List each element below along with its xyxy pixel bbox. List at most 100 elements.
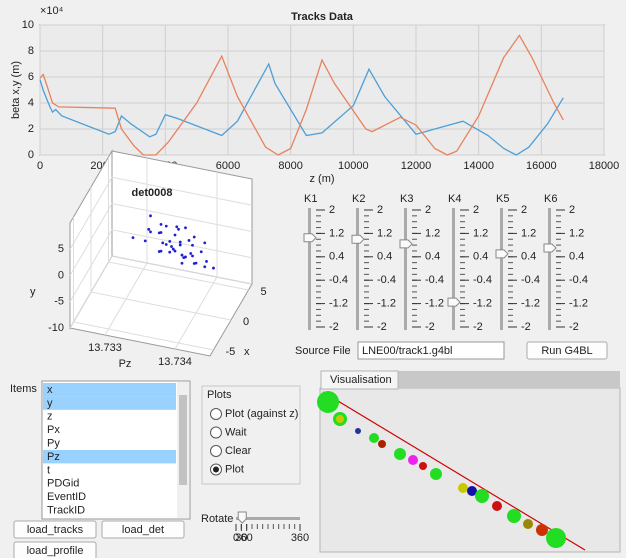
x-tick-label: 13.734 (158, 356, 192, 368)
tab-strip (398, 371, 620, 388)
element (475, 489, 489, 503)
element (458, 483, 468, 493)
slider-tick-label: -2 (425, 321, 435, 333)
x-tick-label: 6000 (216, 160, 240, 172)
scatter-point (203, 241, 206, 244)
slider-tick-label: 1.2 (377, 227, 392, 239)
element (523, 519, 533, 529)
radio-button[interactable] (211, 409, 222, 420)
scatter-point (181, 254, 184, 257)
x-axis-label: Pz (119, 358, 132, 370)
radio-label: Plot (225, 463, 244, 475)
list-item: Pz (47, 451, 60, 463)
vis-area (320, 388, 620, 552)
list-row[interactable] (43, 410, 176, 423)
y-tick-label: 8 (28, 45, 34, 57)
scatter-point (149, 230, 152, 233)
y-tick-label: 5 (261, 286, 267, 298)
slider-track (500, 208, 503, 330)
z-tick-label: -10 (48, 322, 64, 334)
scatter-point (160, 223, 163, 226)
source-value: LNE00/track1.g4bl (362, 345, 453, 357)
list-row[interactable] (43, 383, 176, 396)
radio-label: Clear (225, 445, 252, 457)
list-row[interactable] (43, 396, 176, 409)
run-button-label: Run G4BL (541, 345, 592, 357)
chart-title: det0008 (132, 187, 173, 199)
chart-title: Tracks Data (291, 11, 354, 23)
element (408, 455, 418, 465)
scatter-point (205, 260, 208, 263)
radio-dot (213, 467, 219, 473)
scatter-point (177, 228, 180, 231)
scatter-point (172, 248, 175, 251)
list-item: x (47, 384, 53, 396)
slider-tick-label: -0.4 (473, 274, 492, 286)
slider-tick-label: 2 (521, 204, 527, 216)
radio-button[interactable] (211, 427, 222, 438)
slider-tick-label: 1.2 (569, 227, 584, 239)
list-row[interactable] (43, 437, 176, 450)
y-tick-label: 4 (28, 97, 34, 109)
x-tick-label: 12000 (401, 160, 432, 172)
scatter-point (181, 262, 184, 265)
slider-label: K1 (304, 193, 317, 205)
slider-tick-label: -1.2 (521, 298, 540, 310)
slider-tick-label: -1.2 (569, 298, 588, 310)
rotate-tick-label: 60 (241, 532, 253, 544)
element (369, 433, 379, 443)
slider-label: K6 (544, 193, 557, 205)
scatter-point (175, 225, 178, 228)
radio-label: Plot (against z) (225, 408, 298, 420)
slider-tick-label: 2 (329, 204, 335, 216)
plots-title: Plots (207, 389, 232, 401)
slider-tick-label: -0.4 (569, 274, 588, 286)
x-tick-label: 8000 (278, 160, 302, 172)
slider-tick-label: -1.2 (377, 298, 396, 310)
slider-track (452, 208, 455, 330)
slider-tick-label: -2 (329, 321, 339, 333)
list-item: TrackID (47, 505, 85, 517)
list-item: t (47, 464, 50, 476)
list-row[interactable] (43, 463, 176, 476)
z-axis-label: y (30, 286, 36, 298)
slider-label: K3 (400, 193, 413, 205)
list-row[interactable] (43, 450, 176, 463)
element (430, 468, 442, 480)
slider-tick-label: -2 (473, 321, 483, 333)
slider-tick-label: 2 (473, 204, 479, 216)
x-tick-label: 14000 (463, 160, 494, 172)
slider-tick-label: 2 (377, 204, 383, 216)
element (394, 448, 406, 460)
slider-tick-label: -1.2 (425, 298, 444, 310)
slider-label: K4 (448, 193, 461, 205)
list-row[interactable] (43, 423, 176, 436)
slider-tick-label: 2 (425, 204, 431, 216)
x-axis-label: z (m) (309, 173, 334, 185)
slider-tick-label: -1.2 (329, 298, 348, 310)
button-label: load_det (122, 524, 164, 536)
radio-button[interactable] (211, 446, 222, 457)
slider-track (404, 208, 407, 330)
element (546, 528, 566, 548)
radio-label: Wait (225, 426, 247, 438)
scatter-point (160, 250, 163, 253)
z-tick-label: 0 (58, 269, 64, 281)
scatter-point (174, 234, 177, 237)
scatter-point (170, 245, 173, 248)
scatter-point (179, 241, 182, 244)
element (355, 428, 361, 434)
scatter-point (165, 225, 168, 228)
slider-tick-label: 2 (569, 204, 575, 216)
x-tick-label: 16000 (526, 160, 557, 172)
slider-track (356, 208, 359, 330)
z-tick-label: -5 (54, 296, 64, 308)
x-tick-label: 13.733 (88, 342, 122, 354)
slider-tick-label: -0.4 (425, 274, 444, 286)
slider-label: K5 (496, 193, 509, 205)
y-tick-label: 2 (28, 123, 34, 135)
list-item: Px (47, 424, 60, 436)
slider-tick-label: 0.4 (473, 251, 488, 263)
scroll-thumb[interactable] (179, 395, 187, 485)
slider-tick-label: 1.2 (473, 227, 488, 239)
